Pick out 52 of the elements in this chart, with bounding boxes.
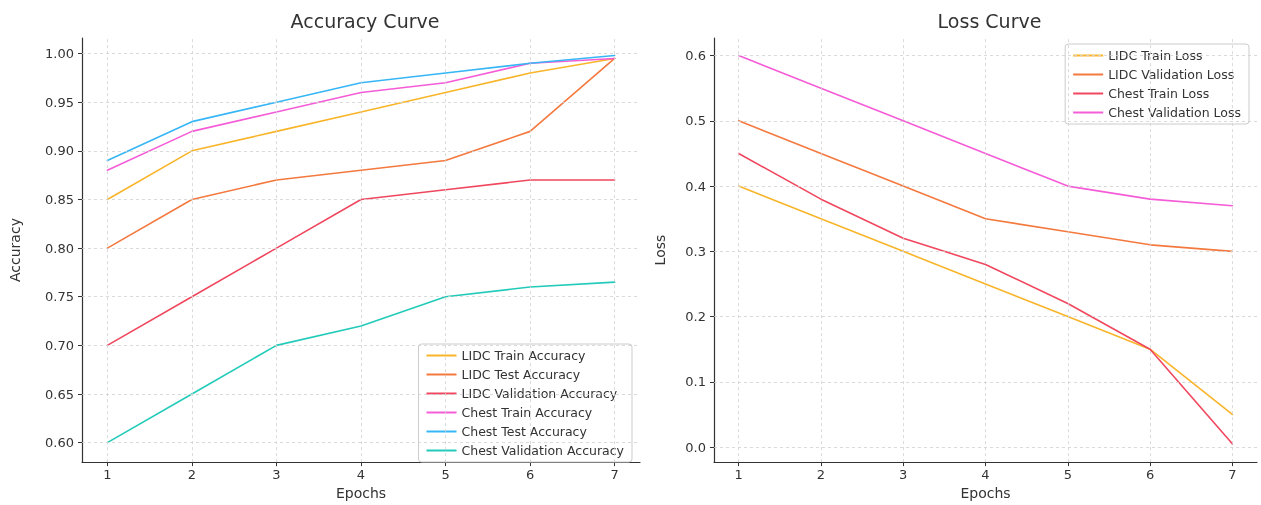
line-series [737,152,1234,445]
x-tick-label: 1 [734,467,743,483]
y-tick-label: 0.0 [685,439,706,455]
y-axis-title: Loss [652,234,668,266]
y-tick-label: 0.90 [45,143,74,159]
y-tick-label: 0.3 [685,243,706,259]
line-series [106,281,616,444]
y-tick-label: 0.2 [685,309,706,325]
x-tick-label: 7 [610,467,619,483]
legend-label: Chest Test Accuracy [461,424,588,439]
x-tick-label: 3 [272,467,281,483]
y-tick-label: 0.65 [45,386,74,402]
legend-label: LIDC Validation Accuracy [461,386,618,401]
y-tick-label: 0.95 [45,94,74,110]
y-axis-title: Accuracy [7,218,23,283]
x-tick-label: 4 [981,467,990,483]
y-tick-label: 1.00 [45,46,74,62]
y-tick-label: 0.75 [45,289,74,305]
y-tick-label: 0.70 [45,337,74,353]
chart-title: Loss Curve [937,9,1042,32]
y-tick-label: 0.60 [45,435,74,451]
x-tick-label: 5 [1063,467,1072,483]
legend-label: Chest Train Accuracy [461,405,593,420]
x-axis-title: Epochs [335,485,387,501]
x-tick-label: 7 [1228,467,1237,483]
x-tick-label: 2 [816,467,826,483]
legend-label: Chest Validation Accuracy [461,443,625,458]
legend-label: LIDC Train Loss [1108,48,1203,63]
legend-label: LIDC Test Accuracy [461,367,581,382]
x-tick-label: 6 [1145,467,1155,483]
y-tick-label: 0.80 [45,240,74,256]
x-tick-label: 4 [356,467,366,483]
line-series [737,185,1234,416]
x-tick-label: 5 [441,467,450,483]
x-tick-label: 1 [103,467,112,483]
y-tick-label: 0.6 [685,48,706,64]
y-tick-label: 0.4 [685,178,706,194]
chart-title: Accuracy Curve [290,9,440,32]
y-tick-label: 0.1 [685,374,706,390]
y-tick-label: 0.85 [45,191,74,207]
y-tick-label: 0.5 [685,113,706,129]
legend-label: LIDC Validation Loss [1108,67,1235,82]
line-series [106,57,616,249]
x-tick-label: 2 [187,467,197,483]
line-series [737,120,1234,253]
legend-label: Chest Train Loss [1108,86,1210,101]
x-tick-label: 3 [899,467,908,483]
line-series [106,179,616,347]
legend-label: LIDC Train Accuracy [461,348,587,363]
x-axis-title: Epochs [960,485,1011,501]
x-tick-label: 6 [525,467,535,483]
legend-label: Chest Validation Loss [1108,105,1241,120]
